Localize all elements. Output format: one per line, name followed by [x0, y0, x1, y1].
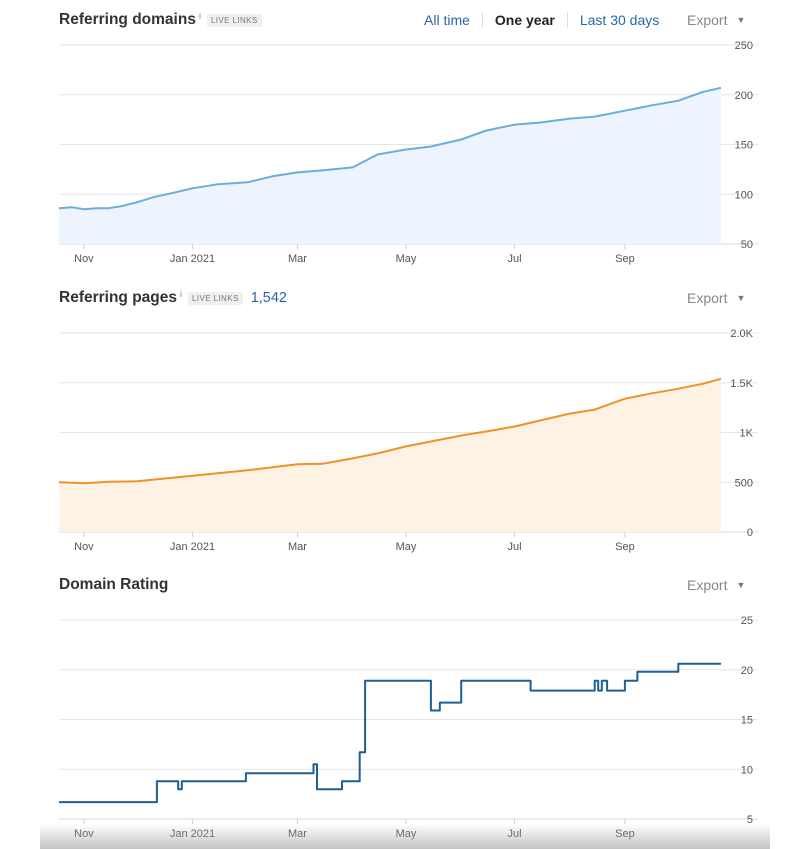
referring-domains-panel: Referring domains i LIVE LINKS All time …: [0, 5, 801, 275]
y-tick-label: 5: [747, 814, 753, 826]
caret-down-icon: ▼: [736, 15, 746, 25]
referring-pages-panel: Referring pages i LIVE LINKS 1,542 Expor…: [0, 283, 801, 553]
y-tick-label: 250: [735, 40, 753, 52]
live-links-badge: LIVE LINKS: [206, 13, 262, 27]
x-tick-label: Jan 2021: [170, 541, 215, 553]
info-icon[interactable]: i: [180, 289, 183, 299]
export-button[interactable]: Export ▼: [687, 5, 745, 35]
x-tick-label: Jul: [508, 541, 522, 553]
live-links-badge: LIVE LINKS: [188, 291, 243, 305]
y-tick-label: 100: [735, 189, 753, 201]
y-tick-label: 20: [741, 665, 753, 677]
y-tick-label: 1.5K: [730, 378, 753, 390]
x-tick-label: Nov: [74, 828, 94, 840]
referring-pages-header: Referring pages i LIVE LINKS 1,542: [59, 283, 287, 313]
x-tick-label: Jul: [508, 253, 522, 265]
chart-title: Domain Rating: [59, 576, 169, 593]
chart-title: Referring pages: [59, 289, 178, 306]
export-label: Export: [687, 290, 728, 306]
x-tick-label: Nov: [74, 253, 94, 265]
x-tick-label: Mar: [288, 541, 307, 553]
x-tick-label: Sep: [615, 253, 635, 265]
x-tick-label: Sep: [615, 828, 635, 840]
series-area: [59, 378, 721, 532]
caret-down-icon: ▼: [736, 580, 746, 590]
x-tick-label: Mar: [288, 828, 307, 840]
referring-pages-count[interactable]: 1,542: [250, 290, 287, 306]
series-line: [58, 86, 722, 211]
x-tick-label: May: [396, 253, 417, 265]
domain-rating-chart: 5 10 15 20 25 Nov Jan 2021 Mar May Jul Sep: [59, 615, 758, 840]
chart-title: Referring domains: [59, 11, 196, 28]
series-area: [59, 87, 721, 244]
x-tick-label: Jul: [508, 828, 522, 840]
export-button[interactable]: Export ▼: [687, 570, 745, 600]
x-tick-label: Mar: [288, 253, 307, 265]
y-tick-label: 2.0K: [730, 328, 753, 340]
caret-down-icon: ▼: [736, 293, 746, 303]
y-tick-label: 25: [741, 615, 753, 627]
x-tick-label: Jan 2021: [170, 828, 215, 840]
export-label: Export: [687, 12, 728, 28]
y-tick-label: 10: [741, 764, 753, 776]
export-button[interactable]: Export ▼: [687, 283, 745, 313]
domain-rating-header: Domain Rating: [59, 570, 168, 600]
x-tick-label: May: [396, 828, 417, 840]
y-tick-label: 0: [747, 527, 753, 539]
y-tick-label: 200: [735, 90, 753, 102]
y-tick-label: 50: [741, 239, 753, 251]
series-line: [59, 662, 721, 804]
y-tick-label: 500: [735, 477, 753, 489]
referring-domains-chart: 50 100 150 200 250 Nov Jan 2021 Mar May Jul Sep: [58, 40, 758, 265]
x-tick-label: Jan 2021: [170, 253, 215, 265]
timeframe-last-30-days[interactable]: Last 30 days: [579, 12, 660, 28]
info-icon[interactable]: i: [198, 11, 201, 21]
y-tick-label: 150: [735, 140, 753, 152]
divider: [481, 12, 483, 28]
referring-domains-header: Referring domains i LIVE LINKS: [59, 5, 262, 35]
timeframe-selector: All time One year Last 30 days: [424, 5, 659, 35]
y-tick-label: 15: [741, 715, 753, 727]
referring-pages-chart: 0 500 1K 1.5K 2.0K Nov Jan 2021 Mar May Jul Sep: [58, 328, 758, 553]
divider: [566, 12, 568, 28]
domain-rating-panel: Domain Rating Export ▼: [0, 570, 801, 840]
timeframe-one-year[interactable]: One year: [494, 12, 555, 28]
y-tick-label: 1K: [740, 428, 754, 440]
series-line: [58, 377, 722, 485]
timeframe-all-time[interactable]: All time: [424, 12, 470, 28]
x-tick-label: Sep: [615, 541, 635, 553]
export-label: Export: [687, 577, 728, 593]
x-tick-label: Nov: [74, 541, 94, 553]
x-tick-label: May: [396, 541, 417, 553]
